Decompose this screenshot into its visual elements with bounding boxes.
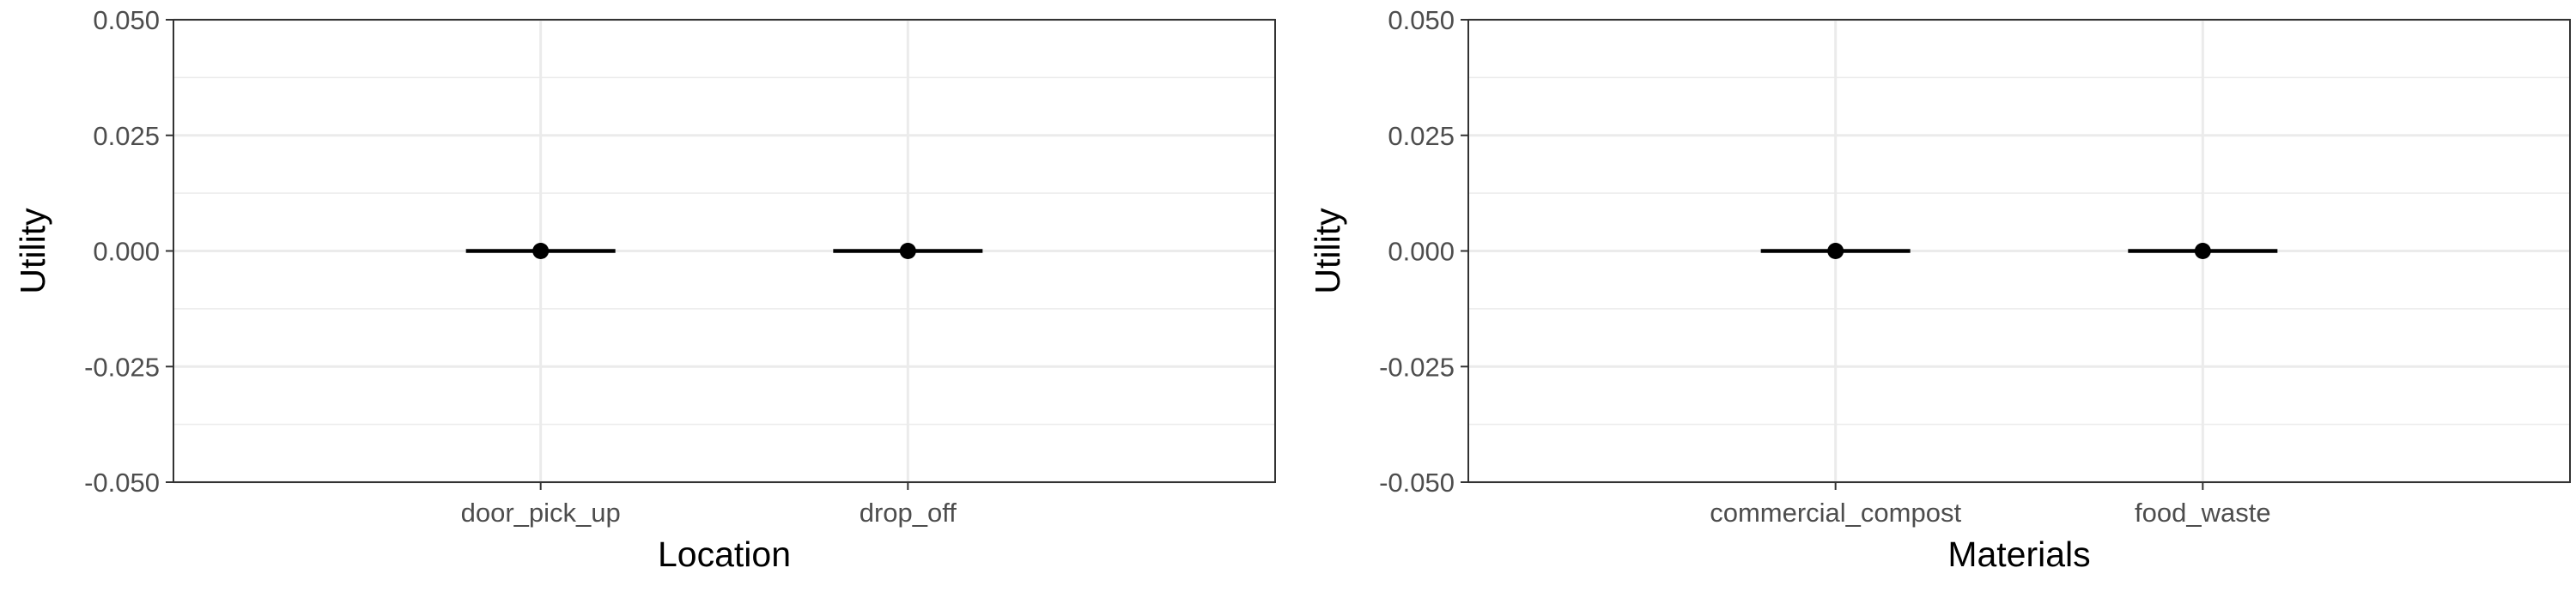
location-y-tick-label: -0.025 <box>84 352 160 382</box>
location-point-door_pick_up <box>532 243 550 259</box>
location-point-drop_off <box>899 243 916 259</box>
materials-y-tick-label: 0.050 <box>1388 5 1455 35</box>
location-y-tick-label: -0.050 <box>84 468 160 498</box>
location-y-tick-label: 0.000 <box>93 237 160 267</box>
location-y-tick-label: 0.050 <box>93 5 160 35</box>
materials-x-axis-title: Materials <box>1947 535 2090 574</box>
location-x-axis-title: Location <box>658 535 791 574</box>
materials-y-tick-label: 0.025 <box>1388 121 1455 151</box>
location-x-tick-label-drop_off: drop_off <box>860 498 957 528</box>
location-y-tick-label: 0.025 <box>93 121 160 151</box>
materials-y-axis-title: Utility <box>1308 208 1347 294</box>
materials-x-tick-label-food_waste: food_waste <box>2135 498 2271 528</box>
location-y-axis-title: Utility <box>13 208 52 294</box>
materials-point-food_waste <box>2194 243 2211 259</box>
location-utility-panel: -0.050 -0.025 0.000 0.025 0.050 door_pick_up d… <box>13 5 1276 574</box>
location-x-tick-label-door_pick_up: door_pick_up <box>461 498 621 528</box>
materials-y-tick-label: 0.000 <box>1388 237 1455 267</box>
materials-x-tick-label-commercial_compost: commercial_compost <box>1710 498 1961 528</box>
materials-utility-panel: -0.050 -0.025 0.000 0.025 0.050 commercial_co… <box>1308 5 2571 574</box>
materials-y-tick-label: -0.025 <box>1379 352 1455 382</box>
materials-point-commercial_compost <box>1827 243 1844 259</box>
materials-y-tick-label: -0.050 <box>1379 468 1455 498</box>
